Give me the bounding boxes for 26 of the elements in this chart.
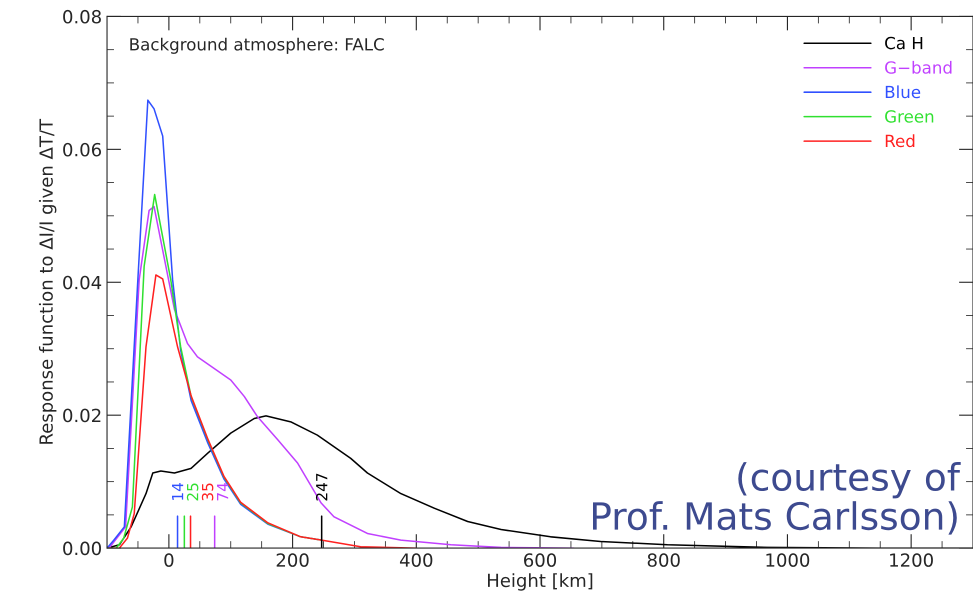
legend-label: Red	[886, 134, 914, 148]
y-axis-title: Response function to ΔI/I given ΔT/T	[38, 118, 56, 444]
x-tick-label: 1000	[766, 553, 810, 567]
x-tick-label: 1200	[890, 553, 933, 567]
x-tick-label: 400	[400, 553, 432, 567]
x-tick-label: 200	[276, 553, 309, 567]
ref-line-label: 25	[186, 483, 198, 500]
annotation: (courtesy of Prof. Mats Carlsson)	[593, 462, 961, 535]
ref-line-label: 247	[316, 474, 328, 500]
annotation: Background atmosphere: FALC	[130, 38, 384, 54]
legend-label: Blue	[886, 85, 920, 98]
legend-label: G−band	[885, 60, 952, 74]
x-tick-label: 600	[524, 553, 556, 567]
y-tick-label: 0.00	[63, 542, 101, 556]
y-tick-label: 0.08	[63, 10, 101, 24]
ref-line-label: 74	[217, 482, 228, 500]
x-tick-label: 800	[648, 553, 680, 567]
x-tick-label: 0	[164, 553, 174, 567]
legend-label: Green	[885, 110, 934, 123]
x-axis-title: Height [km]	[488, 573, 592, 591]
legend-label: Ca H	[885, 36, 922, 50]
y-tick-label: 0.06	[63, 142, 102, 156]
y-tick-label: 0.02	[63, 408, 100, 422]
ref-line-label: 14	[172, 482, 184, 500]
y-tick-label: 0.04	[63, 276, 102, 290]
ref-line-label: 35	[202, 483, 214, 500]
